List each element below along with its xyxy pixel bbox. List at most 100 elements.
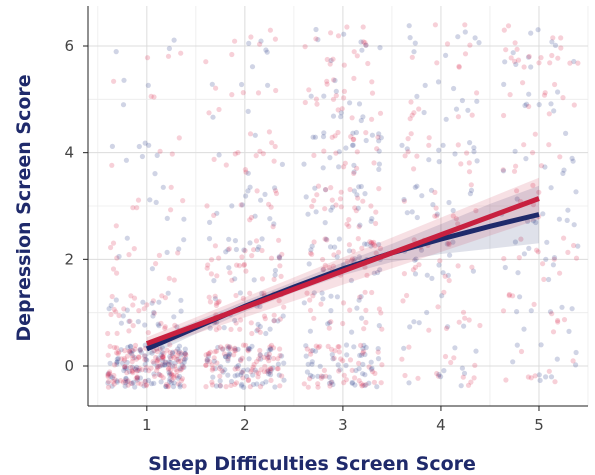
point-group-a	[228, 378, 235, 385]
point-group-b	[469, 112, 475, 118]
point-group-a	[378, 135, 384, 141]
point-group-a	[267, 326, 273, 332]
point-group-a	[348, 277, 354, 284]
point-group-b	[324, 81, 330, 87]
point-group-b	[150, 298, 156, 304]
point-group-b	[546, 142, 552, 148]
point-group-b	[469, 264, 475, 270]
point-group-a	[165, 361, 171, 367]
point-group-a	[450, 239, 456, 245]
point-group-a	[167, 372, 173, 378]
point-group-a	[369, 365, 375, 371]
point-group-a	[571, 222, 577, 228]
point-group-a	[134, 377, 140, 383]
point-group-a	[362, 191, 368, 197]
point-group-a	[369, 132, 375, 138]
point-group-b	[228, 326, 234, 332]
point-group-b	[163, 382, 169, 388]
point-group-a	[360, 371, 366, 377]
point-group-a	[122, 364, 128, 370]
point-group-b	[441, 289, 447, 295]
point-group-b	[249, 330, 255, 337]
point-group-a	[167, 376, 173, 382]
point-group-b	[338, 356, 344, 362]
point-group-b	[354, 149, 360, 155]
point-group-b	[247, 131, 254, 137]
point-group-b	[153, 261, 159, 267]
point-group-a	[551, 108, 557, 114]
point-group-a	[136, 143, 142, 150]
point-group-b	[249, 253, 255, 259]
point-group-a	[309, 243, 315, 249]
point-group-b	[308, 348, 314, 354]
point-group-a	[181, 359, 187, 365]
point-group-b	[346, 223, 352, 229]
point-group-b	[122, 378, 128, 384]
point-group-b	[335, 107, 341, 113]
point-group-b	[154, 359, 160, 365]
point-group-b	[512, 40, 518, 46]
point-group-a	[359, 47, 365, 53]
point-group-a	[542, 164, 548, 170]
trend-lines	[145, 196, 540, 352]
point-group-b	[373, 220, 379, 227]
point-group-a	[502, 264, 508, 271]
point-group-b	[341, 95, 347, 101]
point-group-b	[320, 256, 326, 263]
point-group-b	[239, 254, 245, 260]
point-group-b	[142, 378, 148, 384]
point-group-b	[167, 342, 173, 348]
point-group-a	[113, 297, 119, 303]
point-group-b	[456, 64, 462, 70]
point-group-b	[124, 370, 130, 376]
point-group-b	[276, 237, 282, 243]
point-group-a	[170, 349, 176, 355]
point-group-b	[241, 261, 247, 267]
point-group-b	[336, 349, 342, 355]
point-group-b	[455, 142, 461, 148]
point-group-b	[371, 379, 377, 385]
point-group-a	[167, 354, 173, 360]
point-group-b	[208, 271, 214, 277]
point-group-a	[360, 345, 366, 352]
x-tick-label: 4	[436, 416, 446, 434]
point-group-b	[158, 320, 164, 326]
point-group-a	[108, 302, 114, 308]
point-group-a	[440, 270, 446, 276]
point-group-a	[136, 367, 142, 373]
point-group-a	[276, 372, 282, 378]
point-group-a	[446, 199, 452, 206]
point-group-a	[232, 238, 238, 244]
point-group-a	[361, 342, 367, 348]
point-group-b	[111, 381, 117, 387]
point-group-a	[249, 64, 256, 70]
point-group-a	[453, 106, 460, 112]
point-group-a	[225, 345, 231, 352]
point-group-a	[550, 262, 557, 268]
point-group-b	[180, 198, 186, 204]
point-group-b	[227, 344, 233, 350]
point-group-b	[538, 163, 545, 169]
point-group-a	[125, 344, 131, 350]
point-group-b	[179, 376, 185, 382]
point-group-a	[320, 267, 326, 273]
point-group-b	[354, 165, 360, 171]
point-group-b	[159, 293, 165, 299]
point-group-a	[204, 358, 210, 364]
point-group-b	[153, 354, 159, 361]
point-group-a	[146, 142, 152, 148]
point-group-b	[549, 52, 555, 59]
point-group-b	[407, 116, 413, 122]
point-group-b	[253, 238, 260, 244]
point-group-a	[159, 345, 165, 351]
point-group-a	[368, 366, 374, 372]
point-group-a	[326, 320, 333, 326]
point-group-b	[233, 380, 240, 386]
point-group-a	[129, 364, 135, 370]
point-group-b	[557, 154, 563, 160]
point-group-a	[322, 187, 329, 193]
point-group-b	[122, 348, 128, 354]
point-group-b	[163, 360, 169, 366]
point-group-b	[375, 349, 381, 355]
